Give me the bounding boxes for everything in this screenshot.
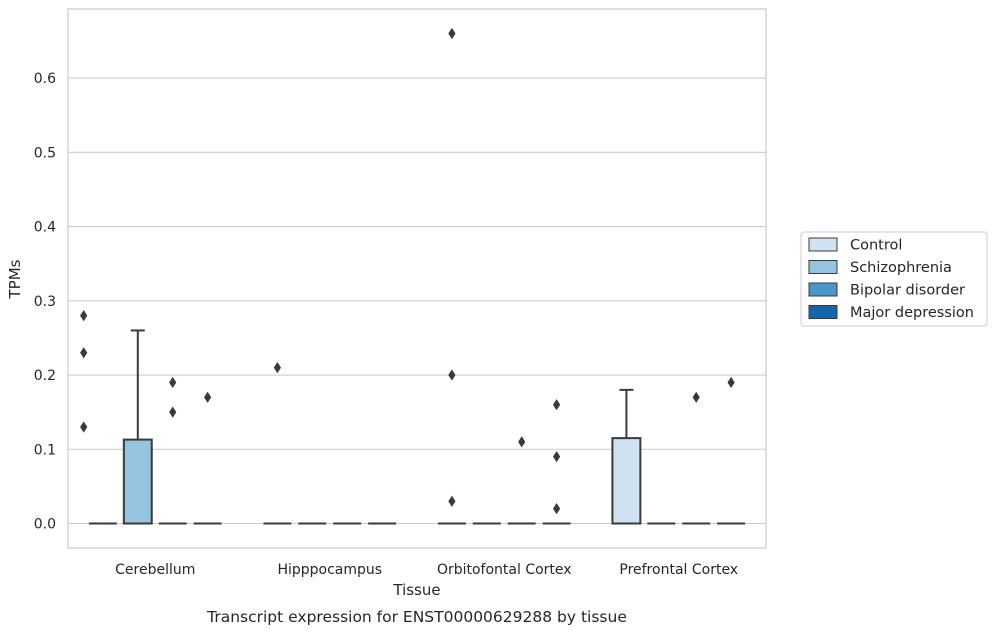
y-tick-label: 0.6 [34,71,56,87]
y-tick-label: 0.4 [34,220,56,236]
outlier-point [692,391,700,403]
outlier-point [518,436,526,448]
x-tick-label: Hipppocampus [277,562,382,578]
legend-swatch [808,282,838,297]
outlier-point [448,369,456,381]
legend: Control Schizophrenia Bipolar disorder Majo… [800,231,988,327]
outlier-point [553,399,561,411]
outlier-point [553,503,561,515]
y-tick-label: 0.3 [34,294,56,310]
x-tick-label: Cerebellum [115,562,195,578]
outlier-point [273,361,281,374]
legend-swatch [808,305,838,319]
y-tick-label: 0.1 [34,442,56,458]
box-schizophrenia [122,329,153,525]
x-tick-label: Orbitofontal Cortex [437,562,572,578]
legend-frame [800,231,988,327]
y-tick-label: 0.2 [34,368,56,384]
box-body [611,437,642,525]
legend-label: Control [850,238,902,254]
y-tick-label: 0.0 [34,517,56,533]
outlier-point [169,376,177,389]
x-axis-label: Tissue [392,581,440,599]
legend-label: Bipolar disorder [850,283,965,299]
legend-swatch [808,260,838,274]
outlier-layer [80,27,735,515]
legend-label: Major depression [850,305,974,321]
outlier-point [80,421,88,433]
outlier-point [727,376,735,389]
outlier-point [80,310,88,322]
grid-layer [68,77,766,525]
outlier-point [169,406,177,418]
legend-label: Schizophrenia [850,260,952,276]
outlier-point [80,347,88,359]
box-layer [88,329,746,525]
x-tick-labels: Cerebellum Hipppocampus Orbitofontal Corte… [115,562,738,578]
plot-frame [67,8,767,549]
box-body [122,438,153,525]
legend-swatch [808,237,838,252]
chart-caption: Transcript expression for ENST0000062928… [206,608,627,626]
outlier-point [448,495,456,507]
box-control [611,388,642,525]
legend-entries: Control Schizophrenia Bipolar disorder Majo… [808,237,974,321]
outlier-point [204,391,212,403]
y-tick-label: 0.5 [34,145,56,161]
outlier-point [553,451,561,463]
outlier-point [448,27,456,40]
x-tick-label: Prefrontal Cortex [619,562,738,578]
y-axis-label: TPMs [6,259,24,299]
y-tick-labels: 0.0 0.1 0.2 0.3 0.4 0.5 0.6 [34,71,56,532]
